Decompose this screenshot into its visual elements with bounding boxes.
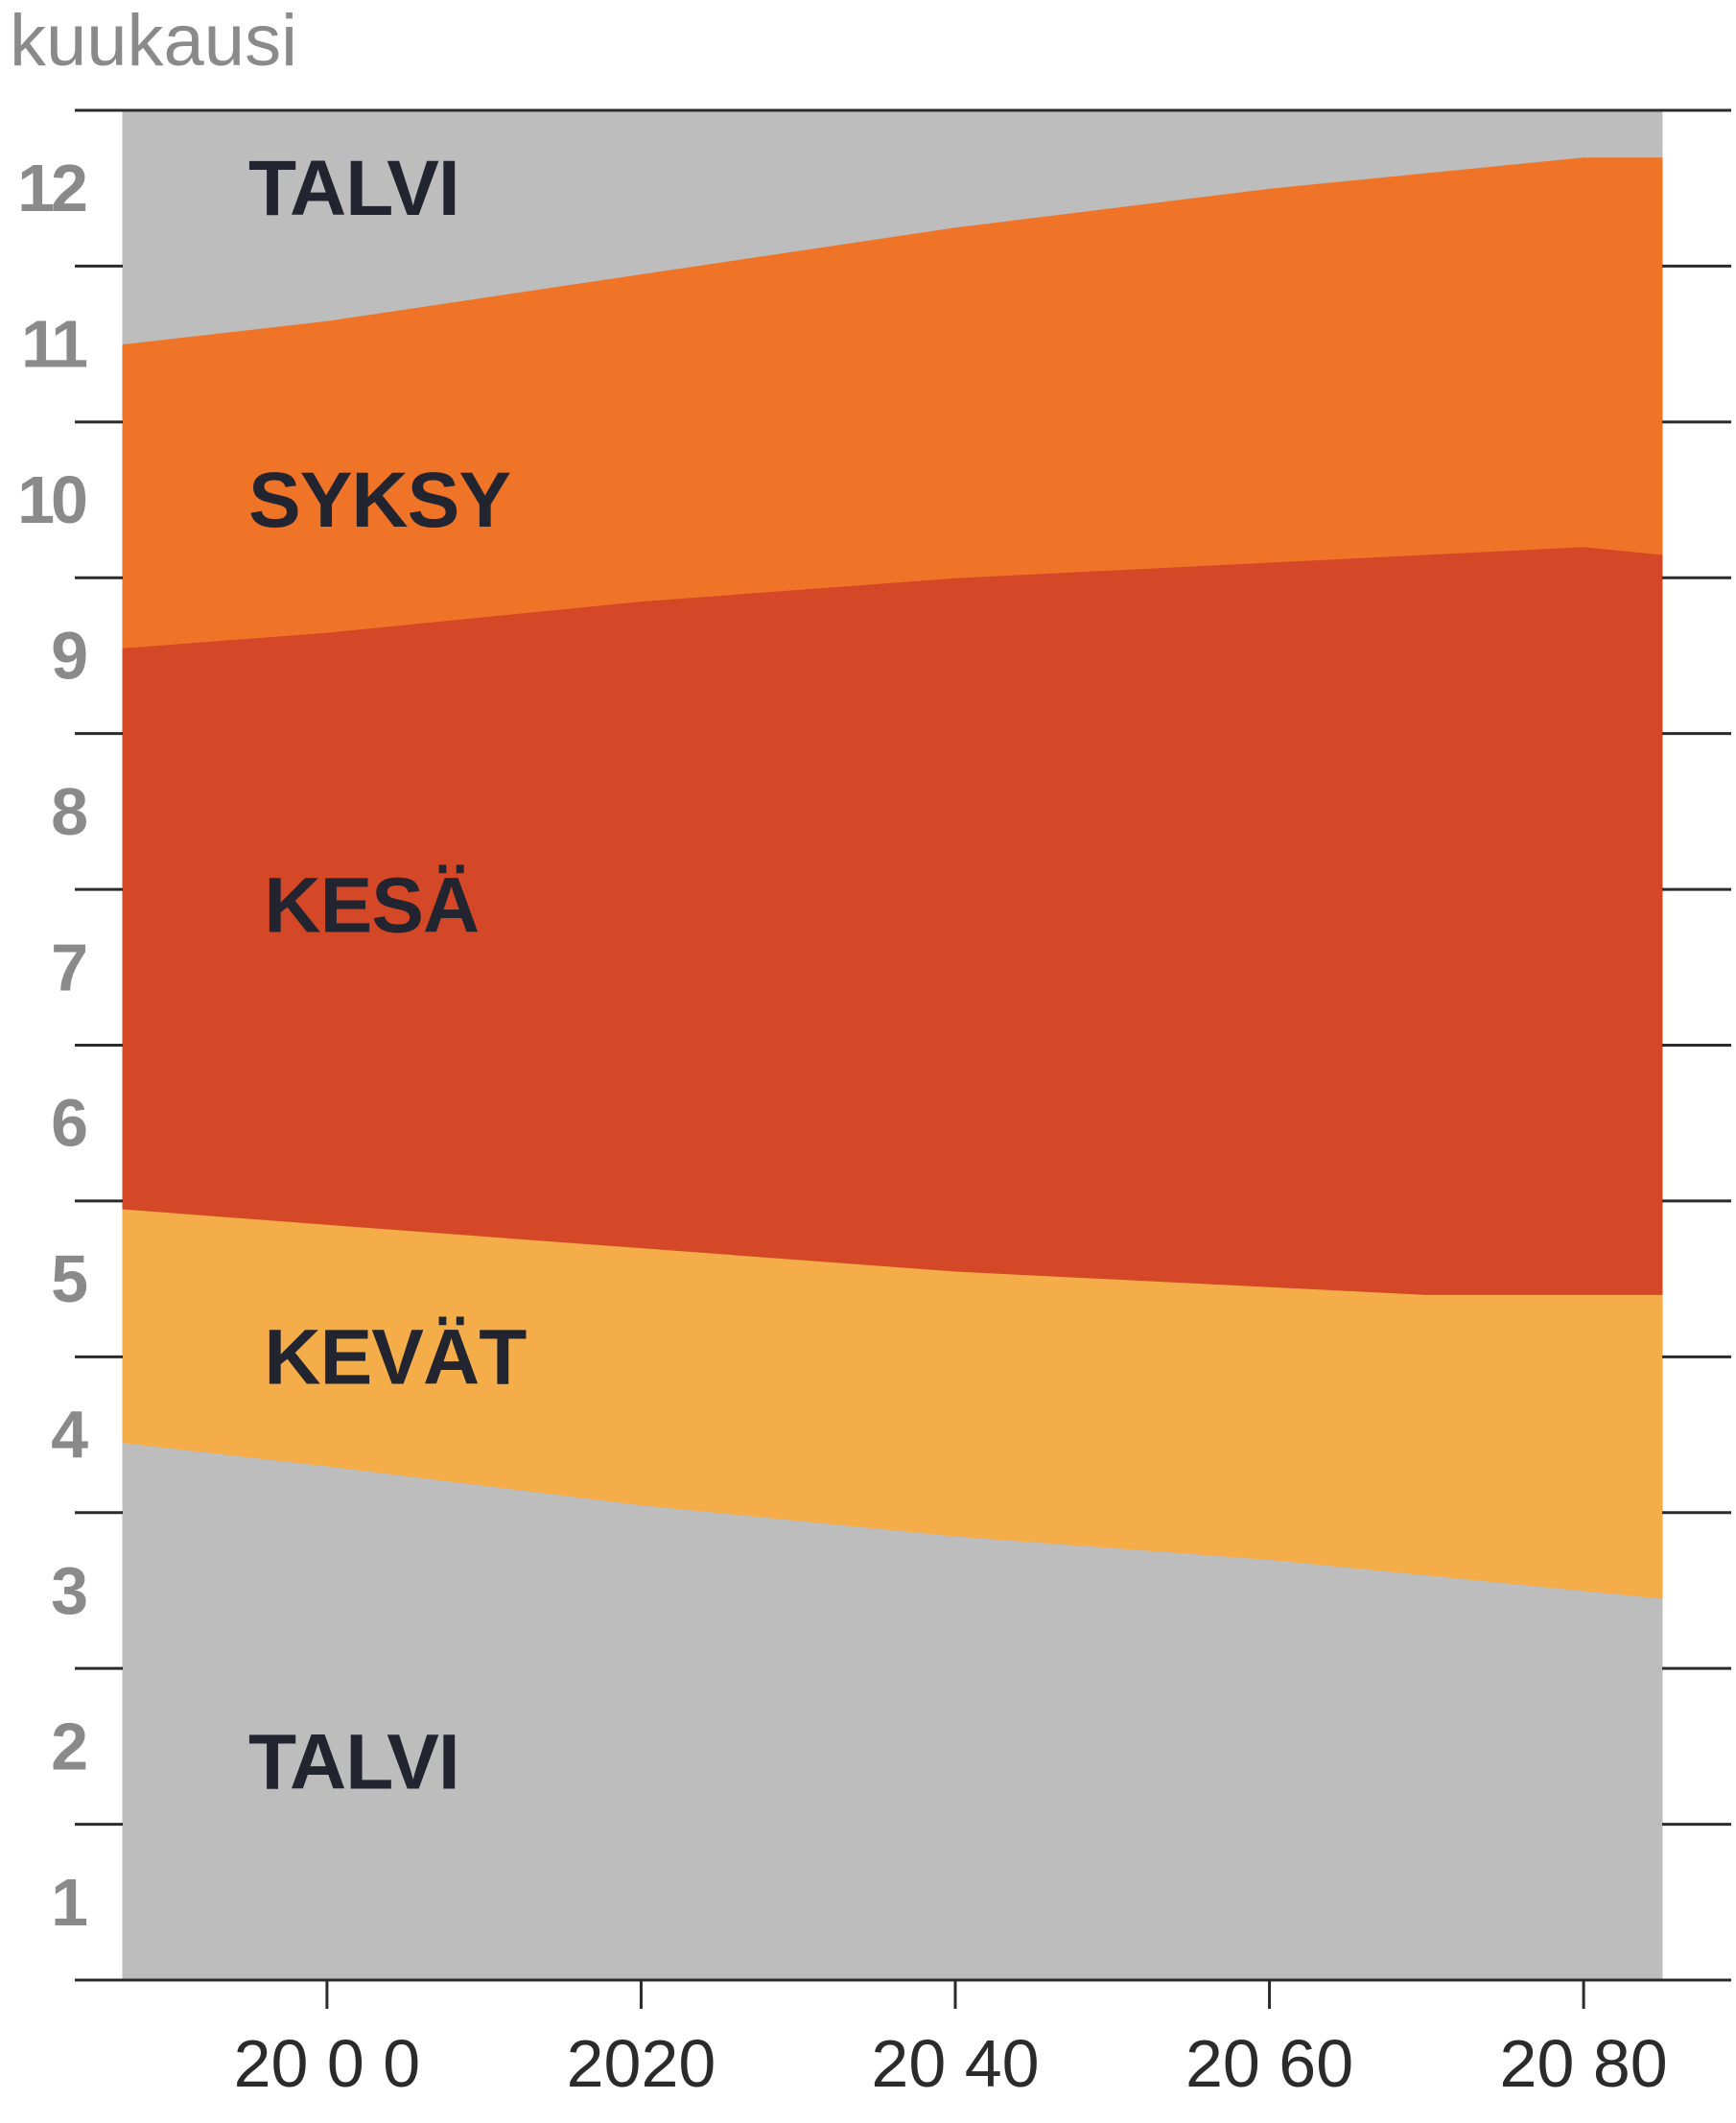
x-tick-label-2080: 20 80 [1500, 2026, 1668, 2101]
y-tick-label-9: 9 [51, 618, 86, 693]
bands-layer [122, 109, 1663, 1981]
y-tick-label-8: 8 [51, 774, 86, 849]
x-tick-label-2000: 20 0 0 [234, 2026, 421, 2101]
y-tick-label-4: 4 [51, 1398, 88, 1473]
axis-layer [75, 108, 1731, 2009]
y-tick-label-11: 11 [21, 307, 86, 382]
season-label-kesa-2: KESÄ [264, 861, 479, 949]
y-axis-title: kuukausi [10, 0, 297, 82]
y-tick-label-3: 3 [51, 1553, 86, 1628]
y-tick-label-10: 10 [17, 462, 86, 537]
y-tick-label-2: 2 [51, 1709, 86, 1783]
y-tick-label-5: 5 [51, 1241, 86, 1316]
season-label-syksy-3: SYKSY [248, 457, 510, 544]
x-tick-label-2040: 20 40 [871, 2026, 1039, 2101]
y-tick-label-7: 7 [51, 930, 85, 1004]
y-tick-label-6: 6 [51, 1086, 86, 1161]
y-tick-label-12: 12 [17, 151, 86, 225]
season-label-kevat-1: KEVÄT [264, 1313, 527, 1401]
season-label-talvi-0: TALVI [248, 1719, 459, 1806]
x-tick-label-2060: 20 60 [1185, 2026, 1353, 2101]
y-tick-label-1: 1 [51, 1865, 86, 1940]
season-label-talvi-4: TALVI [248, 145, 459, 232]
x-tick-label-2020: 2020 [567, 2026, 716, 2101]
